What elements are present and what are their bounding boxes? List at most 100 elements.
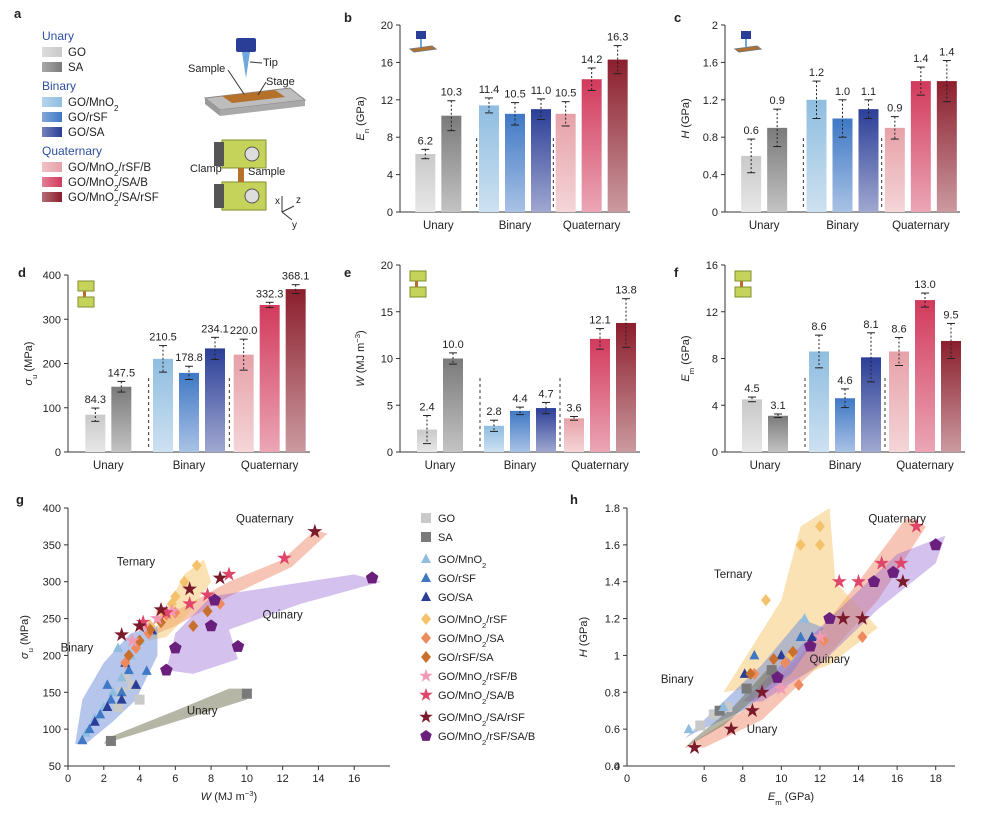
x-tick-label: 16 xyxy=(348,773,360,785)
label-part: m xyxy=(687,368,696,374)
data-point xyxy=(874,555,890,570)
legend-swatch xyxy=(42,127,62,137)
region-label: Ternary xyxy=(117,556,156,568)
y-tick-label: 1.4 xyxy=(605,577,620,589)
legend-g-label: GO/MnO2/rSF/B xyxy=(438,671,517,687)
y-tick-label: 1.6 xyxy=(703,57,718,69)
bar xyxy=(555,113,576,212)
y-tick-label: 0 xyxy=(712,447,718,459)
bar xyxy=(179,372,199,452)
clamp-icon xyxy=(409,286,427,298)
label-part: GO/MnO xyxy=(438,633,482,645)
region-shape xyxy=(723,508,878,693)
clamp-bolt xyxy=(244,146,260,162)
y-tick-label: 12 xyxy=(381,95,393,107)
region-label: Unary xyxy=(187,705,218,717)
y-tick-label: 20 xyxy=(381,20,393,32)
tip-icon xyxy=(741,31,751,39)
data-point xyxy=(113,702,124,713)
legend-item-label: GO/rSF xyxy=(68,112,108,124)
label-part: (GPa) xyxy=(680,335,692,367)
y-axis-label: En (GPa) xyxy=(355,96,371,140)
data-label: 332.3 xyxy=(256,288,284,300)
y-tick-label: 0 xyxy=(55,447,61,459)
clamp-icon xyxy=(83,291,86,297)
leader-line xyxy=(227,69,245,95)
legend-g-label: SA xyxy=(438,532,453,544)
y-tick-label: 0 xyxy=(387,447,393,459)
data-label: 84.3 xyxy=(85,394,106,406)
y-tick-label: 0.8 xyxy=(703,132,718,144)
bar xyxy=(941,340,961,452)
data-point xyxy=(170,590,181,603)
label-part: 2 xyxy=(482,697,486,706)
label-part: GO/rSF/SA xyxy=(438,652,494,664)
data-point xyxy=(132,618,147,633)
panel-a: aUnaryGOSABinaryGO/MnO2GO/rSFGO/SAQuater… xyxy=(14,6,307,231)
x-tick-label: 12 xyxy=(814,773,826,785)
tip-shape xyxy=(242,52,250,78)
clamp-icon xyxy=(77,280,95,292)
x-tick-label: 16 xyxy=(891,773,903,785)
label-part: E xyxy=(680,374,692,382)
data-point xyxy=(419,668,433,682)
data-point xyxy=(760,594,771,607)
axis-x: x xyxy=(275,196,280,207)
group-label: Unary xyxy=(425,460,456,472)
sample-label: Sample xyxy=(188,63,225,75)
data-point xyxy=(804,639,817,652)
stage-shape xyxy=(205,98,220,116)
y-tick-label: 200 xyxy=(43,359,61,371)
tip-label: Tip xyxy=(263,57,278,69)
bar xyxy=(85,414,106,452)
data-point xyxy=(695,720,706,731)
data-point xyxy=(179,575,190,588)
y-tick-label: 100 xyxy=(43,724,61,736)
data-point xyxy=(221,566,237,581)
y-tick-label: 1.8 xyxy=(605,503,620,515)
data-point xyxy=(683,723,694,734)
axis-arrow xyxy=(281,205,295,213)
data-point xyxy=(105,735,116,746)
data-point xyxy=(419,709,433,723)
y-tick-label: 150 xyxy=(43,687,61,699)
data-label: 4.6 xyxy=(837,375,852,387)
data-point xyxy=(134,634,145,647)
y-tick-label: 400 xyxy=(43,503,61,515)
x-tick-label: 14 xyxy=(852,773,864,785)
y-tick-label: 1.2 xyxy=(605,614,620,626)
label-part: m xyxy=(775,798,781,807)
x-tick-label: 18 xyxy=(930,773,942,785)
legend-group-title-2: Quaternary xyxy=(42,144,102,158)
label-part: E xyxy=(768,791,776,803)
bar xyxy=(153,358,173,452)
data-label: 14.2 xyxy=(581,54,602,66)
bar xyxy=(590,338,610,452)
legend-g-label: GO/MnO2/SA/B xyxy=(438,690,514,706)
bar xyxy=(111,386,132,452)
clamp-icon xyxy=(415,281,418,287)
data-point xyxy=(723,721,739,736)
data-point xyxy=(722,702,733,713)
data-point xyxy=(419,687,433,701)
group-label: Unary xyxy=(749,220,780,232)
data-point xyxy=(127,679,138,690)
data-point xyxy=(787,645,798,658)
y-tick-label: 16 xyxy=(381,57,393,69)
data-label: 1.1 xyxy=(861,86,876,98)
bar xyxy=(484,425,504,452)
data-point xyxy=(116,694,127,704)
x-tick-label: 6 xyxy=(172,773,178,785)
data-point xyxy=(814,538,825,551)
bar xyxy=(858,109,879,212)
y-axis-label: σu (MPa) xyxy=(23,342,39,386)
label-part: GO/MnO xyxy=(438,614,482,626)
region-label: Quinary xyxy=(263,610,304,622)
stage-shape xyxy=(220,100,305,116)
bar xyxy=(536,408,556,452)
data-point xyxy=(153,601,169,617)
data-point xyxy=(851,573,866,589)
y-axis-label: Em (GPa) xyxy=(680,335,696,381)
legend-item-label: GO/MnO2/SA/B xyxy=(68,177,148,193)
data-point xyxy=(241,688,252,699)
